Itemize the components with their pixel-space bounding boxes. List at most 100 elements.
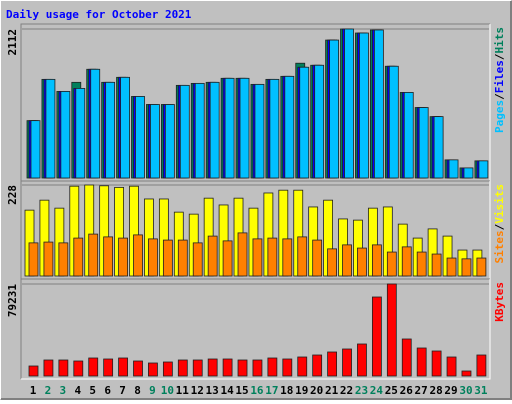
bar (327, 351, 338, 377)
bar (312, 239, 323, 277)
x-tick-label: 8 (134, 384, 141, 397)
legend-entry: Pages (493, 100, 506, 133)
x-tick-label: 1 (30, 384, 37, 397)
bar (329, 39, 340, 179)
x-tick-label: 18 (280, 384, 293, 397)
x-tick-label: 14 (220, 384, 234, 397)
bar (252, 238, 263, 277)
bar (28, 242, 39, 277)
bar (148, 362, 158, 377)
x-tick-label: 23 (355, 384, 368, 397)
bar (342, 244, 352, 277)
bar (431, 350, 442, 377)
bar (58, 359, 69, 377)
bar (446, 356, 457, 377)
x-tick-label: 10 (161, 384, 174, 397)
bar (90, 68, 101, 179)
y-tick-label: 2112 (6, 29, 19, 56)
bar (297, 356, 308, 377)
bar (222, 358, 233, 377)
x-tick-label: 20 (310, 384, 323, 397)
bar (207, 358, 218, 377)
x-tick-label: 17 (265, 384, 278, 397)
bar (357, 343, 367, 377)
x-tick-label: 31 (474, 384, 488, 397)
bar (30, 120, 41, 179)
bar (60, 91, 71, 179)
x-tick-label: 9 (149, 384, 156, 397)
bar (135, 96, 145, 179)
bar (162, 239, 173, 277)
legend-entry: KBytes (493, 282, 506, 322)
x-tick-label: 12 (191, 384, 204, 397)
bar (461, 370, 472, 377)
bar (73, 237, 84, 277)
x-tick-label: 16 (250, 384, 264, 397)
bar (463, 167, 474, 179)
legend: Pages/Files/Hits (493, 27, 506, 133)
x-tick-label: 30 (459, 384, 472, 397)
x-tick-label: 4 (74, 384, 81, 397)
bar (357, 247, 367, 277)
x-tick-label: 22 (340, 384, 353, 397)
bar (28, 365, 39, 377)
bar (164, 104, 175, 179)
x-tick-label: 25 (385, 384, 398, 397)
y-tick-label: 79231 (6, 284, 19, 317)
y-tick-label: 228 (6, 185, 19, 205)
bar (120, 76, 130, 179)
bar (267, 357, 278, 377)
bar (299, 66, 310, 179)
bar (448, 159, 459, 179)
bar (267, 237, 278, 277)
panel-border-dark (20, 278, 490, 379)
bar (105, 81, 116, 179)
bar (118, 357, 128, 377)
x-tick-label: 21 (325, 384, 339, 397)
panel-border-light (21, 279, 491, 380)
bar (177, 359, 188, 377)
bar (118, 237, 128, 277)
legend: KBytes (493, 282, 506, 322)
bar (148, 238, 158, 277)
x-tick-label: 11 (176, 384, 190, 397)
bar (43, 359, 54, 377)
bar (239, 77, 250, 179)
bar (88, 233, 99, 277)
bar (371, 296, 382, 377)
bar (133, 234, 143, 277)
bar (133, 360, 143, 377)
bar (209, 81, 220, 179)
bar (177, 239, 188, 277)
x-tick-label: 29 (444, 384, 457, 397)
legend-separator: / (493, 223, 506, 230)
bar (371, 244, 382, 277)
bar (373, 29, 384, 179)
bar (284, 75, 295, 179)
bar (476, 257, 487, 277)
bar (252, 359, 263, 377)
legend-entry: Sites (493, 230, 506, 263)
legend-separator: / (493, 53, 506, 60)
bar (476, 354, 487, 377)
bar (433, 116, 444, 179)
bar (327, 248, 338, 277)
bar (103, 358, 114, 377)
bar (192, 359, 203, 377)
bar (75, 88, 86, 179)
bar (401, 246, 412, 277)
bar (461, 258, 472, 277)
bar (386, 251, 397, 277)
bar (73, 360, 84, 377)
bar (192, 242, 203, 277)
bar (237, 232, 248, 277)
bar (194, 82, 205, 179)
bar (418, 107, 429, 179)
bar (359, 32, 369, 179)
bar (403, 92, 414, 179)
legend-entry: Hits (493, 27, 506, 54)
bar (222, 240, 233, 277)
bar (179, 84, 190, 179)
bar (237, 359, 248, 377)
